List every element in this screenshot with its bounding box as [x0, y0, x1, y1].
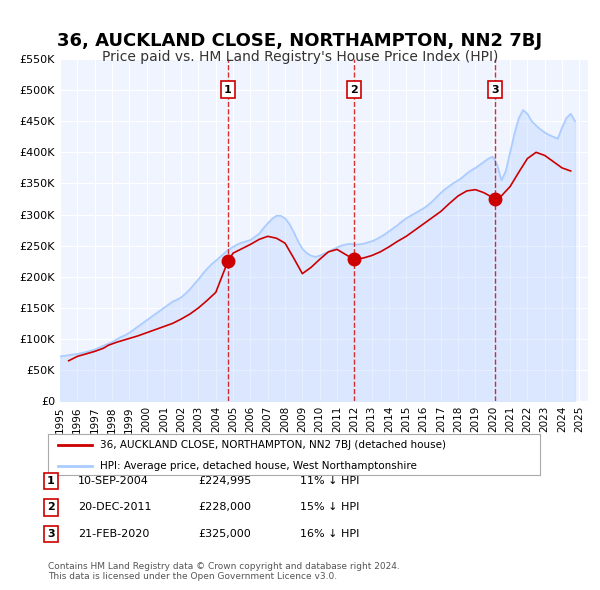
- Text: 11% ↓ HPI: 11% ↓ HPI: [300, 476, 359, 486]
- Text: HPI: Average price, detached house, West Northamptonshire: HPI: Average price, detached house, West…: [100, 461, 416, 471]
- Text: 10-SEP-2004: 10-SEP-2004: [78, 476, 149, 486]
- Text: £224,995: £224,995: [198, 476, 251, 486]
- Text: 36, AUCKLAND CLOSE, NORTHAMPTON, NN2 7BJ (detached house): 36, AUCKLAND CLOSE, NORTHAMPTON, NN2 7BJ…: [100, 440, 446, 450]
- Text: Price paid vs. HM Land Registry's House Price Index (HPI): Price paid vs. HM Land Registry's House …: [102, 50, 498, 64]
- Text: 1: 1: [47, 476, 55, 486]
- Text: 16% ↓ HPI: 16% ↓ HPI: [300, 529, 359, 539]
- Text: £228,000: £228,000: [198, 503, 251, 512]
- Text: 20-DEC-2011: 20-DEC-2011: [78, 503, 151, 512]
- Text: 3: 3: [47, 529, 55, 539]
- Text: 2: 2: [350, 85, 358, 95]
- Text: 15% ↓ HPI: 15% ↓ HPI: [300, 503, 359, 512]
- Text: 1: 1: [224, 85, 232, 95]
- Text: 36, AUCKLAND CLOSE, NORTHAMPTON, NN2 7BJ: 36, AUCKLAND CLOSE, NORTHAMPTON, NN2 7BJ: [58, 32, 542, 51]
- Text: 21-FEB-2020: 21-FEB-2020: [78, 529, 149, 539]
- Text: Contains HM Land Registry data © Crown copyright and database right 2024.
This d: Contains HM Land Registry data © Crown c…: [48, 562, 400, 581]
- Text: 2: 2: [47, 503, 55, 512]
- Text: £325,000: £325,000: [198, 529, 251, 539]
- Text: 3: 3: [491, 85, 499, 95]
